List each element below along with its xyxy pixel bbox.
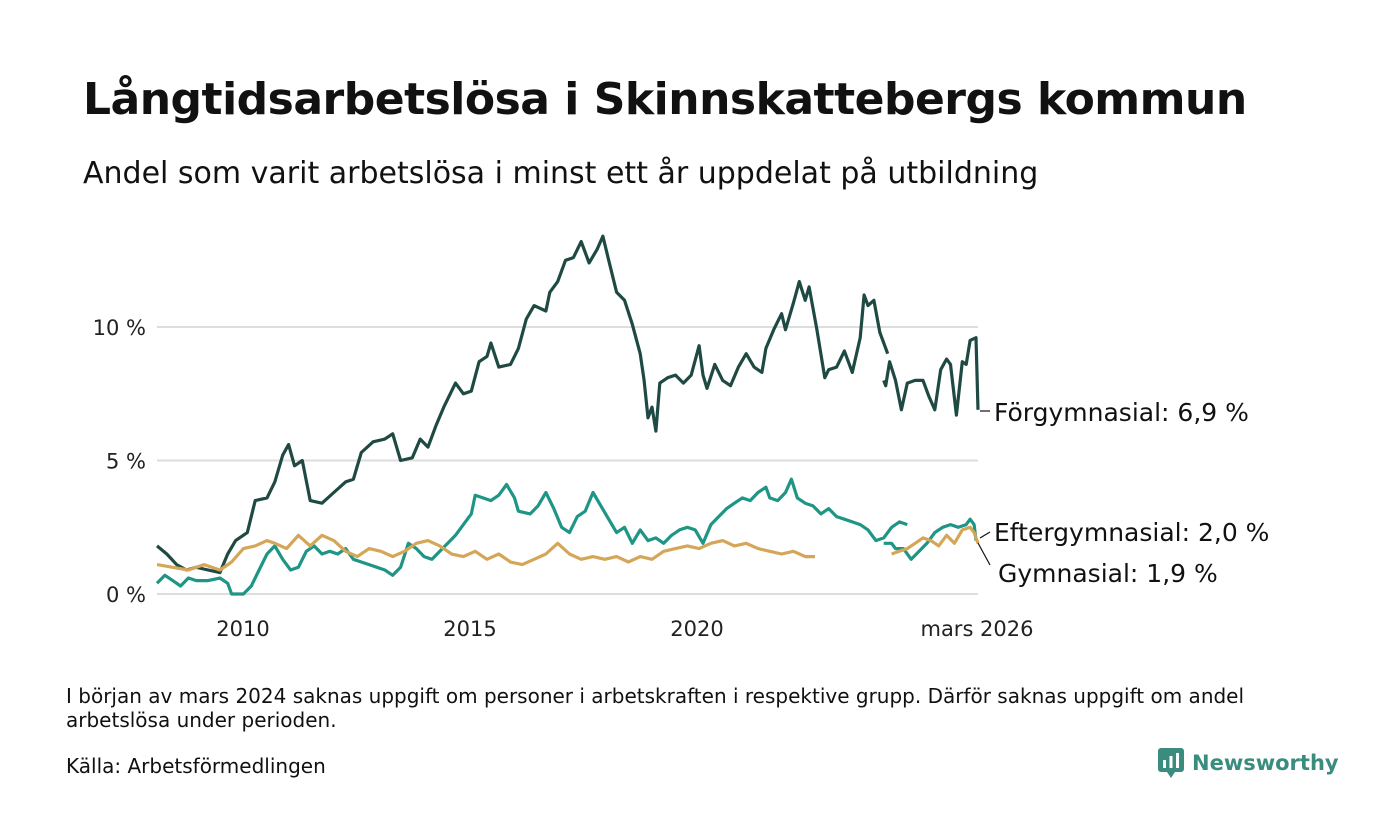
series-label-gymnasial: Gymnasial: 1,9 % — [998, 559, 1218, 588]
y-tick-label: 0 % — [106, 583, 146, 607]
newsworthy-logo-icon — [1158, 748, 1184, 778]
series-lines — [155, 234, 980, 596]
series-label-förgymnasial: Förgymnasial: 6,9 % — [994, 398, 1249, 427]
series-line-eftergymnasial-after-gap — [883, 517, 978, 561]
series-line-förgymnasial — [155, 234, 890, 575]
chart-title: Långtidsarbetslösa i Skinnskattebergs ko… — [83, 74, 1247, 125]
series-line-eftergymnasial — [155, 477, 908, 596]
x-tick-label: 2015 — [443, 617, 496, 641]
x-tick-label: 2010 — [216, 617, 269, 641]
series-end-labels: Förgymnasial: 6,9 % Eftergymnasial: 2,0 %… — [977, 398, 1269, 588]
label-leader-eftergymnasial — [979, 531, 991, 539]
series-label-eftergymnasial: Eftergymnasial: 2,0 % — [994, 518, 1269, 547]
series-line-gymnasial-after-gap — [891, 525, 980, 556]
y-axis-ticks: 0 % 5 % 10 % — [93, 316, 146, 607]
x-axis-ticks: 2010 2015 2020 mars 2026 — [216, 617, 1033, 641]
series-line-förgymnasial-after-gap — [882, 336, 980, 417]
x-tick-label: mars 2026 — [920, 617, 1033, 641]
y-tick-label: 5 % — [106, 450, 146, 474]
chart-subtitle: Andel som varit arbetslösa i minst ett å… — [83, 156, 1039, 191]
footnote: I början av mars 2024 saknas uppgift om … — [66, 684, 1245, 732]
y-tick-label: 10 % — [93, 316, 146, 340]
source-credit: Källa: Arbetsförmedlingen — [66, 754, 326, 778]
line-chart: 0 % 5 % 10 % 2010 2015 2020 mars 2026 Förgymn… — [93, 234, 1269, 641]
label-leader-gymnasial — [977, 542, 991, 566]
series-line-gymnasial — [156, 533, 815, 572]
brand-name: Newsworthy — [1192, 751, 1339, 775]
newsworthy-brand[interactable]: Newsworthy — [1158, 748, 1339, 778]
x-tick-label: 2020 — [670, 617, 723, 641]
